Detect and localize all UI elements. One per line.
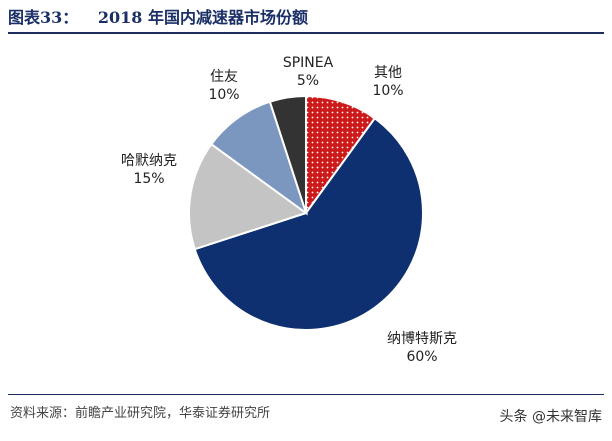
chart-title: 2018 年国内减速器市场份额 <box>97 8 308 27</box>
watermark: 头条 @未来智库 <box>499 409 602 425</box>
chart-title-bar: 图表33： 2018 年国内减速器市场份额 <box>8 6 604 30</box>
source-note: 资料来源：前瞻产业研究院，华泰证券研究所 <box>10 406 271 421</box>
label-other: 其他 10% <box>356 64 420 100</box>
label-spinea-name: SPINEA <box>282 55 334 71</box>
label-sumitomo-name: 住友 <box>210 69 238 85</box>
slice-other <box>305 94 377 217</box>
label-sumitomo-value: 10% <box>208 87 240 103</box>
top-rule <box>8 32 604 34</box>
label-other-name: 其他 <box>374 65 402 81</box>
figure-label: 图表33： <box>8 8 79 27</box>
label-other-value: 10% <box>372 83 404 99</box>
label-nabtesco-name: 纳博特斯克 <box>387 331 457 347</box>
slice-harmonic <box>188 142 309 251</box>
bottom-rule <box>8 394 604 395</box>
label-nabtesco: 纳博特斯克 60% <box>372 330 472 366</box>
label-harmonic: 哈默纳克 15% <box>104 152 194 188</box>
label-harmonic-value: 15% <box>133 171 165 187</box>
label-spinea: SPINEA 5% <box>270 54 346 90</box>
label-harmonic-name: 哈默纳克 <box>121 153 177 169</box>
label-spinea-value: 5% <box>296 73 320 89</box>
slice-nabtesco <box>193 116 424 331</box>
label-sumitomo: 住友 10% <box>192 68 256 104</box>
slice-sumitomo <box>209 100 308 216</box>
label-nabtesco-value: 60% <box>406 349 438 365</box>
